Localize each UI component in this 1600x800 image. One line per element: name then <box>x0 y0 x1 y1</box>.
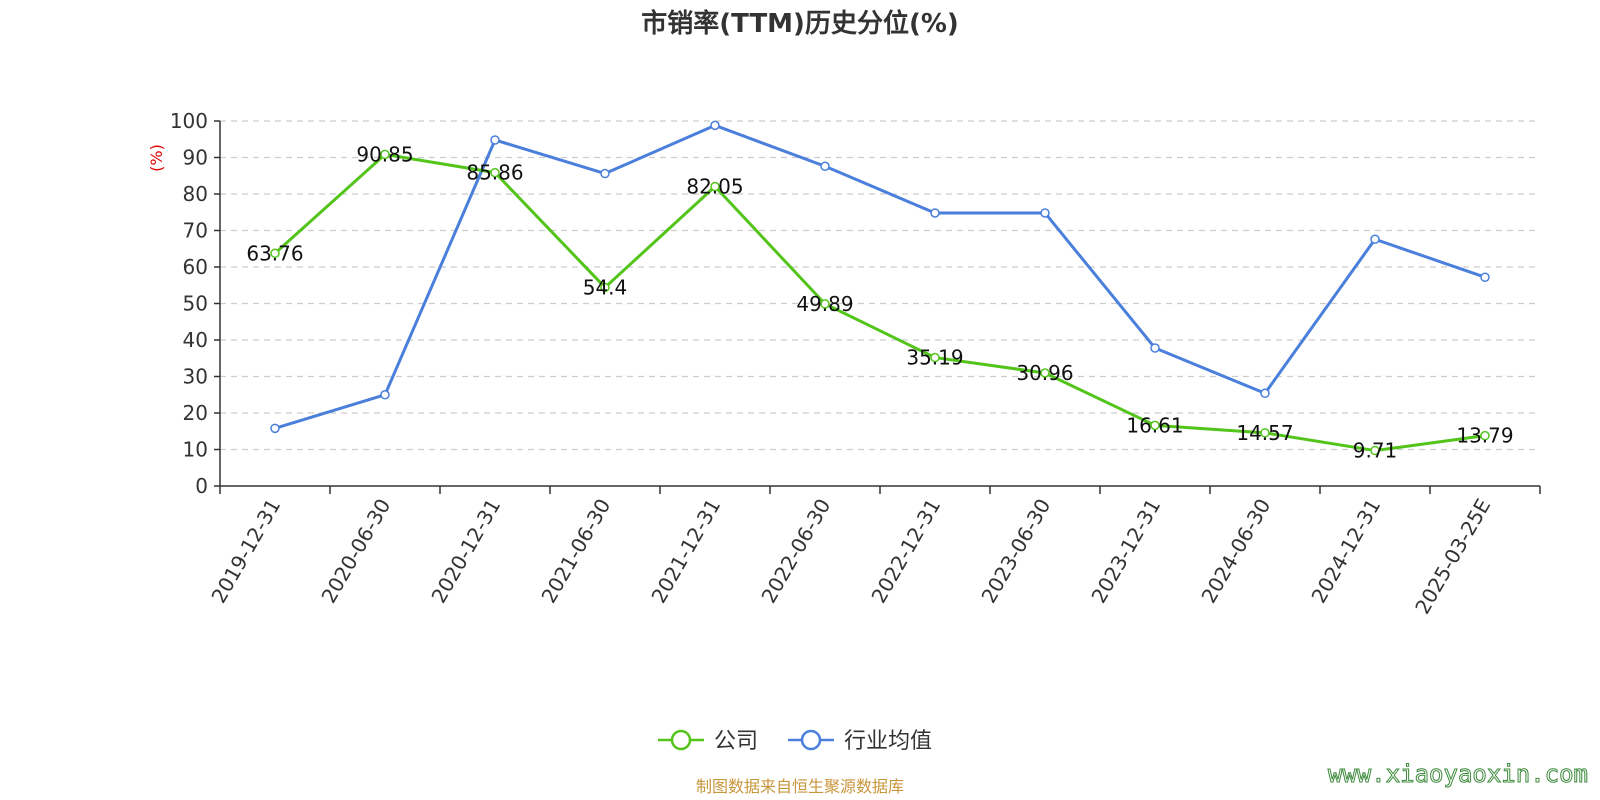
legend-label: 行业均值 <box>844 729 932 754</box>
data-label: 85.86 <box>466 161 523 185</box>
data-label: 54.4 <box>583 275 628 299</box>
x-tick-label: 2019-12-31 <box>206 495 285 608</box>
data-label: 63.76 <box>246 241 303 265</box>
data-label: 82.05 <box>686 175 743 199</box>
y-tick-label: 70 <box>183 219 208 243</box>
data-label: 35.19 <box>906 346 963 370</box>
series-0 <box>270 149 1490 456</box>
x-tick-label: 2023-06-30 <box>976 495 1055 608</box>
data-point <box>930 208 940 218</box>
x-tick-label: 2021-12-31 <box>646 495 725 608</box>
data-label: 90.85 <box>356 142 413 166</box>
legend-item-1[interactable]: 行业均值 <box>788 729 932 754</box>
x-tick-label: 2025-03-25E <box>1410 495 1495 619</box>
y-axis-label: (%) <box>147 144 166 172</box>
y-tick-labels: 0 10 20 30 40 50 60 70 80 90 100 <box>170 109 208 498</box>
y-tick-label: 40 <box>183 328 208 352</box>
y-tick-label: 0 <box>195 474 208 498</box>
data-point <box>1040 208 1050 218</box>
data-point <box>1040 368 1050 378</box>
series-group <box>270 120 1490 456</box>
y-tick-label: 30 <box>183 365 208 389</box>
watermark: www.xiaoyaoxin.com <box>1328 760 1588 788</box>
data-point <box>710 120 720 131</box>
x-tick-label: 2023-12-31 <box>1086 495 1165 608</box>
y-tick-label: 50 <box>183 292 208 316</box>
x-tick-label: 2020-12-31 <box>426 495 505 608</box>
data-point <box>930 352 940 363</box>
data-point <box>820 161 830 172</box>
data-point <box>270 248 280 259</box>
data-label: 9.71 <box>1353 439 1398 463</box>
legend[interactable]: 公司 行业均值 <box>658 729 932 754</box>
data-point <box>600 282 610 293</box>
y-tick-label: 80 <box>183 182 208 206</box>
y-tick-label: 10 <box>183 438 208 462</box>
data-label: 30.96 <box>1016 361 1073 385</box>
y-tick-label: 60 <box>183 255 208 279</box>
data-point <box>270 423 280 434</box>
data-point <box>380 149 390 160</box>
data-point <box>710 181 720 192</box>
data-label: 14.57 <box>1236 421 1293 445</box>
data-label: 49.89 <box>796 292 853 316</box>
x-tick-label: 2021-06-30 <box>536 495 615 608</box>
data-point <box>1480 272 1490 282</box>
series-1 <box>270 120 1490 434</box>
data-point <box>1480 430 1490 441</box>
data-point <box>1150 343 1160 353</box>
data-labels: 63.76 90.85 85.86 54.4 82.05 49.89 35.19 30.96 1… <box>246 142 1513 462</box>
data-point <box>490 167 500 178</box>
legend-item-0[interactable]: 公司 <box>658 729 758 754</box>
chart-title: 市销率(TTM)历史分位(%) <box>641 8 959 39</box>
x-tick-label: 2020-06-30 <box>316 495 395 608</box>
data-point <box>1370 445 1380 456</box>
legend-swatch-circle <box>800 729 822 751</box>
data-point <box>1260 428 1270 438</box>
x-tick-label: 2024-06-30 <box>1196 495 1275 608</box>
axes <box>214 120 1541 494</box>
legend-swatch-circle <box>670 729 692 751</box>
y-tick-label: 20 <box>183 401 208 425</box>
data-point <box>1150 420 1160 431</box>
data-label: 16.61 <box>1126 413 1183 437</box>
data-point <box>1370 234 1380 245</box>
y-tick-label: 90 <box>183 146 208 170</box>
x-tick-label: 2022-06-30 <box>756 495 835 608</box>
data-point <box>600 168 610 179</box>
series-line <box>274 123 1486 430</box>
x-tick-labels: 2019-12-31 2020-06-30 2020-12-31 2021-06-30… <box>206 495 1495 619</box>
series-line <box>273 152 1486 453</box>
x-tick-label: 2022-12-31 <box>866 495 945 608</box>
source-note: 制图数据来自恒生聚源数据库 <box>696 777 904 796</box>
y-tick-label: 100 <box>170 109 208 133</box>
data-point <box>1260 388 1270 399</box>
data-point <box>380 390 390 400</box>
data-label: 13.79 <box>1456 424 1513 448</box>
data-point <box>490 135 500 145</box>
data-point <box>820 299 830 309</box>
legend-label: 公司 <box>714 729 758 754</box>
x-tick-label: 2024-12-31 <box>1306 495 1385 608</box>
